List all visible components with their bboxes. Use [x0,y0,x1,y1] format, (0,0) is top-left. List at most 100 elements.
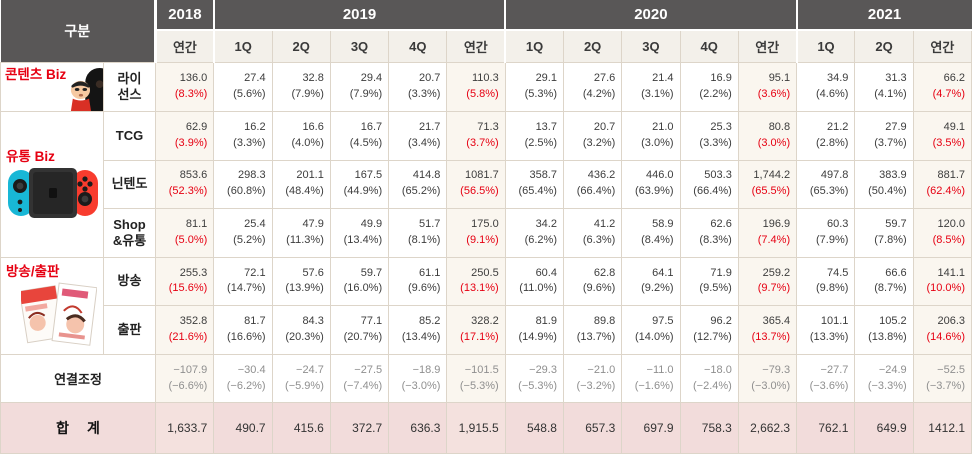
value-cell: 1,633.7 [155,402,215,454]
value-cell: −18.0 (−2.4%) [679,353,739,404]
value-amount: 372.7 [352,421,383,436]
value-amount: 415.6 [293,421,324,436]
value-amount: −52.5 [937,363,965,376]
value-cell: −27.7 (−3.6%) [796,353,856,404]
value-cell: 490.7 [213,402,273,454]
value-amount: 649.9 [876,421,907,436]
value-cell: 20.7 (3.2%) [562,111,623,161]
value-cell: 57.6 (13.9%) [271,256,331,307]
segment-group-content: 방송/출판 [2,258,103,353]
value-cell: 21.7 (3.4%) [388,111,448,161]
value-percent: (−3.3%) [867,379,907,392]
value-percent: (9.5%) [699,282,732,295]
value-amount: 59.7 [885,217,907,230]
value-amount: 120.0 [937,217,965,230]
value-amount: 881.7 [937,169,965,182]
value-cell: 298.3 (60.8%) [213,159,273,210]
value-amount: 27.4 [244,71,266,84]
value-amount: 31.3 [885,71,907,84]
value-percent: (4.2%) [582,87,616,100]
value-cell: 328.2 (17.1%) [446,305,506,355]
value-amount: 34.9 [826,71,849,84]
value-percent: (4.6%) [815,87,849,100]
value-percent: (13.3%) [809,331,849,344]
value-percent: (−7.4%) [343,379,383,392]
value-cell: 636.3 [388,402,448,454]
value-percent: (13.8%) [868,331,907,344]
value-cell: 16.2 (3.3%) [213,111,273,161]
value-amount: 446.0 [646,169,674,182]
value-cell: 697.9 [621,402,681,454]
value-cell: 59.7 (7.8%) [854,208,914,258]
value-cell: 358.7 (65.4%) [504,159,564,210]
value-amount: 358.7 [529,169,557,182]
value-cell: 383.9 (50.4%) [854,159,914,210]
value-cell: 41.2 (6.3%) [562,208,623,258]
value-percent: (15.6%) [168,282,208,295]
value-cell: 1,744.2 (65.5%) [737,159,798,210]
value-amount: 16.7 [360,120,383,133]
segment-row-label: 출판 [102,305,157,355]
value-percent: (3.5%) [932,136,965,149]
segment-row-label: Shop &유통 [102,208,157,258]
value-percent: (8.5%) [932,233,965,246]
value-percent: (3.7%) [874,136,907,149]
value-cell: 97.5 (14.0%) [621,305,681,355]
value-percent: (3.7%) [466,136,499,149]
value-cell: 31.3 (4.1%) [854,61,914,113]
value-percent: (−3.2%) [576,379,616,392]
value-amount: 497.8 [820,169,849,182]
value-percent: (3.0%) [641,136,674,149]
header-year-row: 구분 2018 2019 2020 2021 [0,0,972,62]
value-amount: −27.5 [354,363,383,376]
value-cell: 657.3 [562,402,623,454]
value-cell: 503.3 (66.4%) [679,159,739,210]
value-percent: (8.3%) [174,87,208,100]
value-percent: (3.2%) [582,136,616,149]
value-percent: (13.4%) [401,331,441,344]
period-header: 2Q [271,29,331,63]
table-row: Shop &유통 81.1 (5.0%) 25.4 (5.2%) 47.9 (11.3%) 4… [1,208,972,258]
value-cell: 25.4 (5.2%) [213,208,273,258]
value-amount: 255.3 [179,266,208,279]
value-cell: 27.4 (5.6%) [213,61,273,113]
value-cell: 81.9 (14.9%) [504,305,564,355]
segment-group-label: 방송/출판 [6,263,60,279]
value-amount: 62.9 [185,120,208,133]
value-percent: (−5.9%) [285,379,324,392]
value-amount: 49.9 [360,217,383,230]
value-percent: (14.7%) [227,282,266,295]
value-cell: 25.3 (3.3%) [679,111,739,161]
value-amount: 136.0 [179,71,208,84]
period-header: 연간 [737,29,798,63]
period-header: 연간 [446,29,506,63]
value-cell: 120.0 (8.5%) [912,208,972,258]
value-amount: 20.7 [419,71,441,84]
value-cell: 29.1 (5.3%) [504,61,564,113]
value-amount: 110.3 [471,71,499,84]
segment-group-label: 유통 Biz [6,148,55,164]
value-cell: 64.1 (9.2%) [621,256,681,307]
value-cell: 32.8 (7.9%) [271,61,331,113]
value-cell: 446.0 (63.9%) [621,159,681,210]
value-percent: (−3.7%) [926,379,965,392]
value-cell: −107.9 (−6.6%) [155,353,215,404]
value-percent: (52.3%) [168,185,208,198]
value-cell: 497.8 (65.3%) [796,159,856,210]
value-cell: 34.9 (4.6%) [796,61,856,113]
value-percent: (48.4%) [285,185,324,198]
value-percent: (3.9%) [174,136,208,149]
value-cell: −30.4 (−6.2%) [213,353,273,404]
segment-group-cell: 방송/출판 [0,256,104,355]
value-cell: −29.3 (−5.3%) [504,353,564,404]
value-amount: 71.3 [477,120,499,133]
comic-books-image [20,280,97,350]
segment-group-cell: 콘텐츠 Biz [0,61,104,113]
value-amount: 81.7 [244,315,266,328]
value-cell: 96.2 (12.7%) [679,305,739,355]
segment-group-content: 콘텐츠 Biz [2,63,103,111]
value-cell: 372.7 [329,402,390,454]
value-percent: (−5.3%) [518,379,557,392]
value-amount: 383.9 [879,169,907,182]
value-percent: (20.7%) [343,331,383,344]
